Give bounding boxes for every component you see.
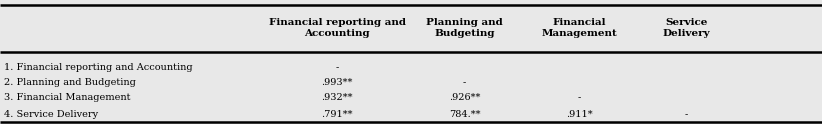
Text: 2. Planning and Budgeting: 2. Planning and Budgeting — [4, 78, 136, 87]
Text: .791**: .791** — [321, 110, 353, 119]
Text: -: - — [463, 78, 466, 87]
Text: 784.**: 784.** — [449, 110, 480, 119]
Text: 4. Service Delivery: 4. Service Delivery — [4, 110, 99, 119]
Text: Financial
Management: Financial Management — [542, 18, 617, 38]
Text: .911*: .911* — [566, 110, 593, 119]
Text: 1. Financial reporting and Accounting: 1. Financial reporting and Accounting — [4, 63, 192, 72]
Text: -: - — [335, 63, 339, 72]
Text: -: - — [685, 110, 688, 119]
Text: 3. Financial Management: 3. Financial Management — [4, 93, 131, 102]
Text: .932**: .932** — [321, 93, 353, 102]
Text: Service
Delivery: Service Delivery — [663, 18, 710, 38]
Text: .926**: .926** — [449, 93, 480, 102]
Text: .993**: .993** — [321, 78, 353, 87]
Text: Financial reporting and
Accounting: Financial reporting and Accounting — [269, 18, 405, 38]
Text: Planning and
Budgeting: Planning and Budgeting — [426, 18, 503, 38]
Text: -: - — [578, 93, 581, 102]
